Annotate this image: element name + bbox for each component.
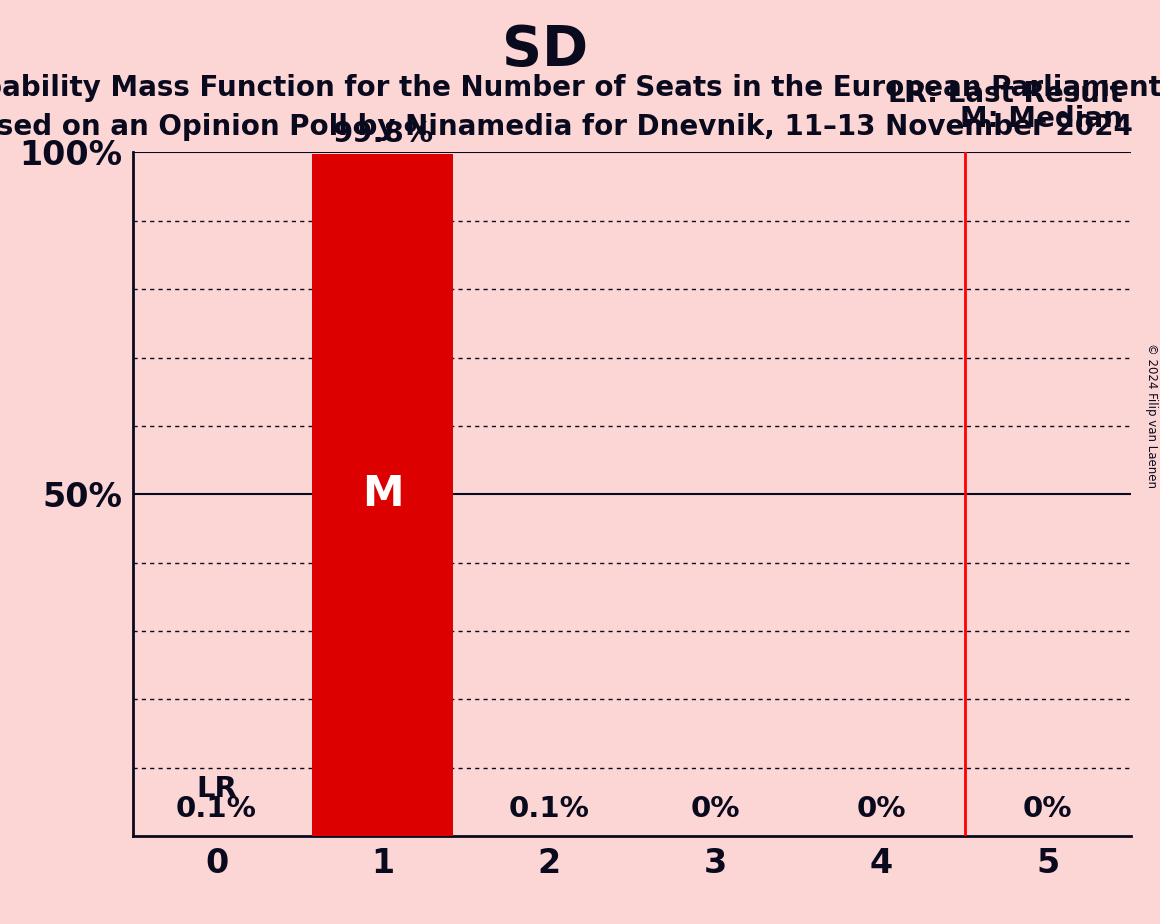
Text: 0%: 0% — [1023, 795, 1073, 822]
Bar — [312, 153, 454, 836]
Text: 0%: 0% — [690, 795, 740, 822]
Text: 0.1%: 0.1% — [176, 795, 258, 822]
Text: LR: LR — [196, 774, 237, 803]
Text: 0.1%: 0.1% — [508, 795, 589, 822]
Text: LR: Last Result: LR: Last Result — [887, 80, 1123, 108]
Text: SD: SD — [502, 23, 588, 77]
Text: 99.8%: 99.8% — [332, 120, 434, 149]
Text: 0%: 0% — [857, 795, 906, 822]
Text: M: M — [362, 473, 404, 516]
Text: Probability Mass Function for the Number of Seats in the European Parliament: Probability Mass Function for the Number… — [0, 74, 1160, 102]
Text: M: Median: M: Median — [959, 105, 1123, 133]
Text: © 2024 Filip van Laenen: © 2024 Filip van Laenen — [1145, 344, 1159, 488]
Text: Based on an Opinion Poll by Ninamedia for Dnevnik, 11–13 November 2024: Based on an Opinion Poll by Ninamedia fo… — [0, 113, 1133, 140]
